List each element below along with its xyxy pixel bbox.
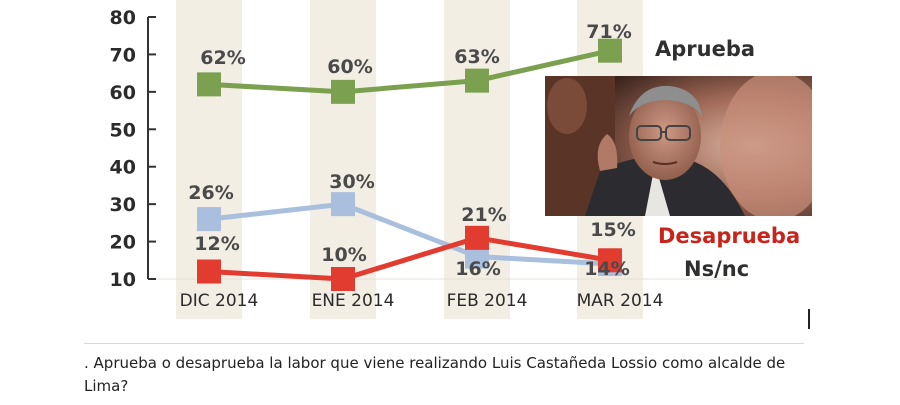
x-axis-labels: DIC 2014 ENE 2014 FEB 2014 MAR 2014 bbox=[180, 291, 664, 311]
data-label: 60% bbox=[327, 56, 372, 78]
y-tick-label: 60 bbox=[110, 82, 136, 104]
series-markers bbox=[197, 38, 622, 291]
y-tick-label: 30 bbox=[110, 194, 136, 216]
data-label: 30% bbox=[329, 171, 374, 193]
data-point bbox=[331, 79, 355, 104]
series-line-aprueba bbox=[206, 48, 613, 95]
value-labels: 62% 60% 63% 71% 26% 30% 16% 14% 12% 10% 21% 15% bbox=[188, 21, 635, 280]
data-point bbox=[197, 207, 221, 232]
series-lines bbox=[206, 48, 613, 282]
data-label: 26% bbox=[188, 182, 233, 204]
data-point bbox=[598, 248, 622, 273]
data-point bbox=[331, 192, 355, 217]
data-label: 15% bbox=[590, 219, 635, 241]
y-tick-label: 10 bbox=[110, 269, 136, 291]
data-label: 21% bbox=[461, 204, 506, 226]
series-names: Aprueba Ns/nc Desaprueba bbox=[655, 37, 800, 281]
data-point bbox=[465, 68, 489, 93]
question-caption: . Aprueba o desaprueba la labor que vien… bbox=[84, 354, 786, 395]
x-tick-label: ENE 2014 bbox=[312, 291, 395, 311]
data-point bbox=[197, 72, 221, 97]
series-line-ns-nc bbox=[206, 201, 613, 267]
data-label: 63% bbox=[454, 46, 499, 68]
text-cursor bbox=[808, 309, 810, 329]
data-label: 62% bbox=[200, 47, 245, 69]
y-tick-label: 20 bbox=[110, 232, 136, 254]
data-label: 16% bbox=[455, 258, 500, 280]
portrait-photo bbox=[545, 76, 812, 216]
y-tick-label: 70 bbox=[110, 44, 136, 66]
data-point bbox=[331, 267, 355, 291]
series-name: Aprueba bbox=[655, 37, 755, 61]
y-tick-label: 50 bbox=[110, 119, 136, 141]
data-label: 10% bbox=[321, 244, 366, 266]
approval-chart: 10 20 30 40 50 60 70 80 DIC 2014 ENE 2014 FEB 201… bbox=[110, 0, 800, 319]
category-band bbox=[310, 0, 376, 319]
data-point bbox=[465, 244, 489, 269]
series-name: Ns/nc bbox=[684, 257, 749, 281]
x-tick-label: DIC 2014 bbox=[180, 291, 259, 311]
y-tick-label: 40 bbox=[110, 157, 136, 179]
data-label: 14% bbox=[584, 258, 629, 280]
data-label: 12% bbox=[194, 233, 239, 255]
series-name: Desaprueba bbox=[658, 224, 800, 248]
data-point bbox=[197, 259, 221, 284]
x-tick-label: FEB 2014 bbox=[447, 291, 528, 311]
y-axis: 10 20 30 40 50 60 70 80 bbox=[110, 7, 730, 291]
divider bbox=[84, 343, 804, 344]
x-tick-label: MAR 2014 bbox=[577, 291, 664, 311]
data-point bbox=[598, 38, 622, 63]
data-point bbox=[465, 225, 489, 250]
y-tick-label: 80 bbox=[110, 7, 136, 29]
series-line-desaprueba bbox=[206, 235, 613, 282]
data-label: 71% bbox=[586, 21, 631, 43]
